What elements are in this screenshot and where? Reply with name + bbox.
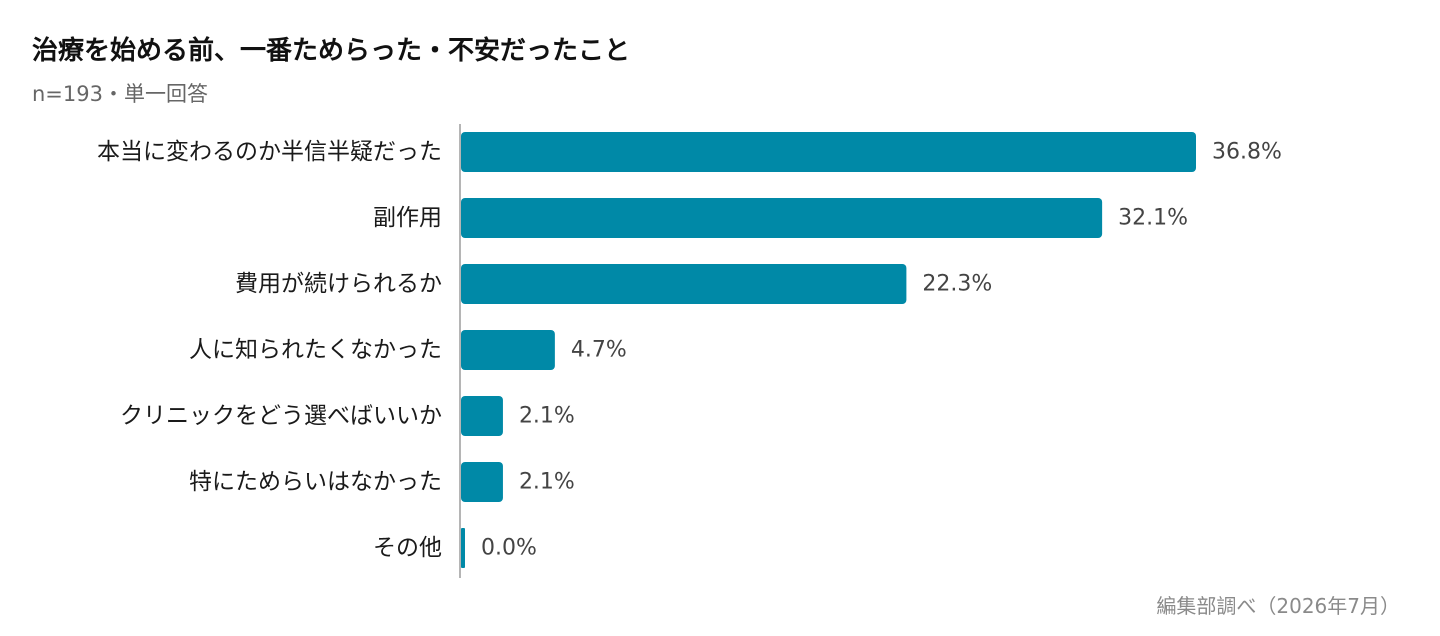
- bar: [461, 198, 1103, 238]
- bar: [461, 132, 1196, 172]
- category-label: その他: [373, 535, 442, 561]
- value-label: 0.0%: [481, 536, 537, 561]
- bar: [461, 462, 503, 502]
- value-label: 2.1%: [519, 470, 575, 495]
- bar: [461, 264, 907, 304]
- chart-title: 治療を始める前、一番ためらった・不安だったこと: [32, 36, 631, 66]
- bar: [461, 528, 465, 568]
- chart-subtitle: n=193・単一回答: [32, 82, 208, 106]
- category-label: 副作用: [373, 205, 442, 231]
- category-label: 特にためらいはなかった: [189, 469, 442, 495]
- category-label: 人に知られたくなかった: [189, 337, 442, 363]
- value-label: 4.7%: [571, 338, 627, 363]
- bar: [461, 330, 555, 370]
- category-label: 本当に変わるのか半信半疑だった: [97, 139, 442, 165]
- value-label: 2.1%: [519, 404, 575, 429]
- category-label: クリニックをどう選べばいいか: [120, 403, 442, 429]
- bar: [461, 396, 503, 436]
- source-note: 編集部調べ（2026年7月）: [1156, 594, 1400, 618]
- value-label: 22.3%: [922, 272, 992, 297]
- category-label: 費用が続けられるか: [235, 271, 442, 297]
- value-label: 32.1%: [1118, 206, 1188, 231]
- value-label: 36.8%: [1212, 140, 1282, 165]
